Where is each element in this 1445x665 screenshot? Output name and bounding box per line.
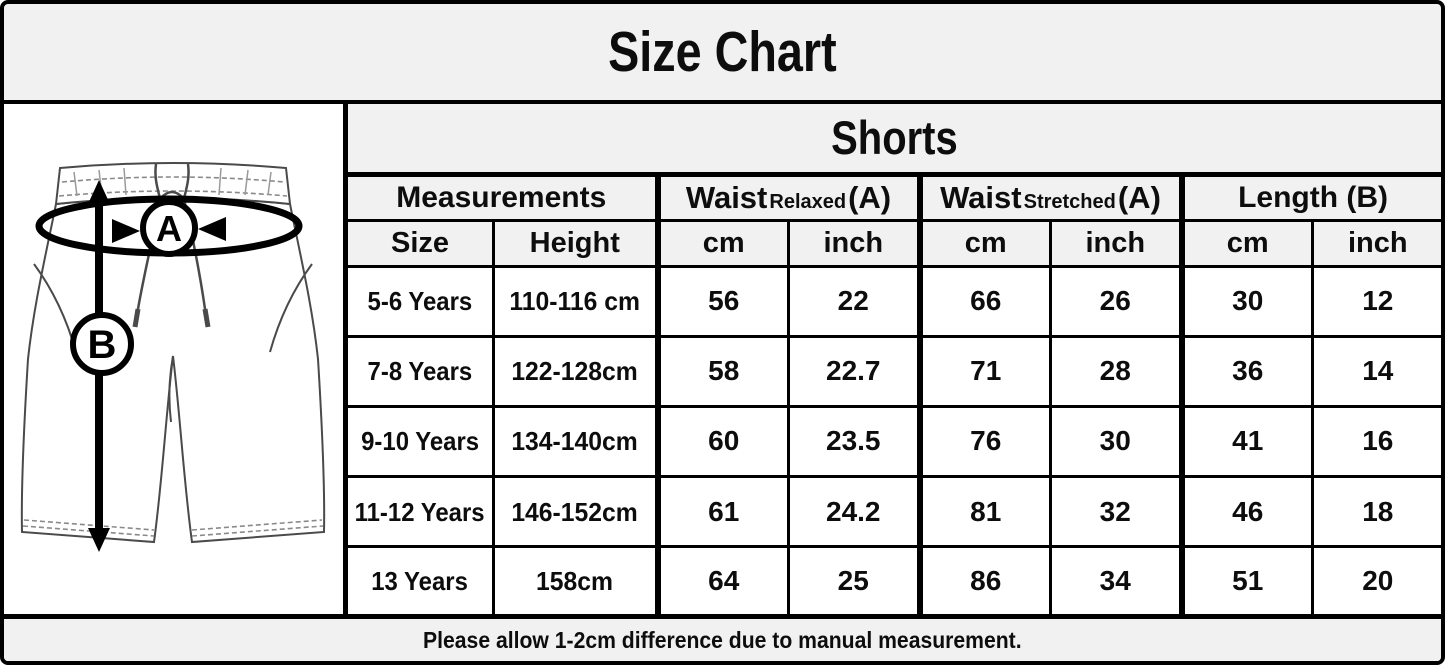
value-cell: 36: [1178, 334, 1314, 408]
label-a-text: A: [156, 208, 182, 249]
value-cell: 32: [1049, 475, 1183, 549]
value-cell: 58: [654, 334, 790, 408]
size-cell: 7-8 Years: [343, 334, 495, 408]
label-a-badge: A: [140, 199, 198, 257]
table-row: 5-6 Years 110-116 cm 56 22 66 26 30 12: [343, 264, 1441, 338]
group-header-waist-stretched: Waist Stretched(A): [916, 172, 1183, 222]
size-cell: 11-12 Years: [343, 475, 495, 549]
waist-arrowhead-right: [198, 217, 226, 241]
value-cell: 24.2: [787, 475, 921, 549]
value-cell: 61: [654, 475, 790, 549]
footer-note-band: Please allow 1-2cm difference due to man…: [4, 614, 1441, 661]
value-cell: 41: [1178, 404, 1314, 479]
value-cell: 71: [916, 334, 1052, 408]
height-cell: 158cm: [492, 545, 659, 614]
col-header-waist-relaxed-cm: cm: [654, 218, 790, 268]
height-cell: 110-116 cm: [492, 264, 659, 338]
waist-arrowhead-left: [112, 219, 140, 243]
value-cell: 34: [1049, 545, 1183, 614]
product-header-row: Shorts: [342, 104, 1441, 177]
size-cell: 13 Years: [343, 545, 495, 614]
height-cell: 146-152cm: [492, 475, 659, 549]
label-b-badge: B: [70, 312, 134, 376]
value-cell: 56: [654, 264, 790, 338]
value-cell: 30: [1049, 404, 1183, 479]
fly-seam: [168, 355, 174, 423]
value-cell: 14: [1310, 334, 1441, 408]
value-cell: 64: [654, 545, 790, 614]
product-header: Shorts: [342, 104, 1441, 177]
length-arrowhead-bottom: [88, 528, 110, 552]
table-row: 13 Years 158cm 64 25 86 34 51 20: [343, 545, 1441, 614]
waistband-gathers: [73, 167, 272, 197]
value-cell: 46: [1178, 475, 1314, 549]
table-row: 9-10 Years 134-140cm 60 23.5 76 30 41 16: [343, 404, 1441, 479]
value-cell: 28: [1049, 334, 1183, 408]
length-arrowhead-top: [88, 180, 110, 204]
col-header-size: Size: [343, 218, 495, 268]
height-cell: 122-128cm: [492, 334, 659, 408]
value-cell: 81: [916, 475, 1052, 549]
group-header-measurements: Measurements: [343, 172, 659, 222]
size-table: Shorts Measurements Waist Relaxed(A) Wais…: [342, 104, 1441, 614]
value-cell: 86: [916, 545, 1052, 614]
group-header-row: Measurements Waist Relaxed(A) Waist Stretc…: [343, 172, 1441, 222]
value-cell: 76: [916, 404, 1052, 479]
shorts-illustration: A B: [20, 162, 326, 552]
shorts-illustration-panel: A B: [4, 104, 343, 614]
label-b-text: B: [88, 323, 117, 367]
size-cell: 9-10 Years: [343, 404, 495, 479]
title-band: Size Chart: [4, 4, 1441, 104]
col-header-waist-stretched-cm: cm: [916, 218, 1052, 268]
col-header-height: Height: [492, 218, 659, 268]
value-cell: 26: [1049, 264, 1183, 338]
col-header-waist-relaxed-inch: inch: [787, 218, 921, 268]
column-header-row: Size Height cm inch cm inch cm inch: [343, 218, 1441, 268]
table-row: 7-8 Years 122-128cm 58 22.7 71 28 36 14: [343, 334, 1441, 408]
value-cell: 60: [654, 404, 790, 479]
size-cell: 5-6 Years: [343, 264, 495, 338]
col-header-length-inch: inch: [1310, 218, 1441, 268]
footer-note: Please allow 1-2cm difference due to man…: [423, 626, 1022, 653]
value-cell: 12: [1310, 264, 1441, 338]
value-cell: 22: [787, 264, 921, 338]
value-cell: 18: [1310, 475, 1441, 549]
value-cell: 20: [1310, 545, 1441, 614]
value-cell: 30: [1178, 264, 1314, 338]
value-cell: 66: [916, 264, 1052, 338]
value-cell: 51: [1178, 545, 1314, 614]
group-header-waist-relaxed: Waist Relaxed(A): [654, 172, 921, 222]
group-header-length: Length (B): [1178, 172, 1441, 222]
value-cell: 22.7: [787, 334, 921, 408]
height-cell: 134-140cm: [492, 404, 659, 479]
col-header-waist-stretched-inch: inch: [1049, 218, 1183, 268]
col-header-length-cm: cm: [1178, 218, 1314, 268]
page-title: Size Chart: [608, 20, 837, 84]
table-area: Shorts Measurements Waist Relaxed(A) Wais…: [342, 104, 1441, 614]
content: A B Shorts: [4, 104, 1441, 614]
table-row: 11-12 Years 146-152cm 61 24.2 81 32 46 1…: [343, 475, 1441, 549]
value-cell: 16: [1310, 404, 1441, 479]
value-cell: 25: [787, 545, 921, 614]
value-cell: 23.5: [787, 404, 921, 479]
